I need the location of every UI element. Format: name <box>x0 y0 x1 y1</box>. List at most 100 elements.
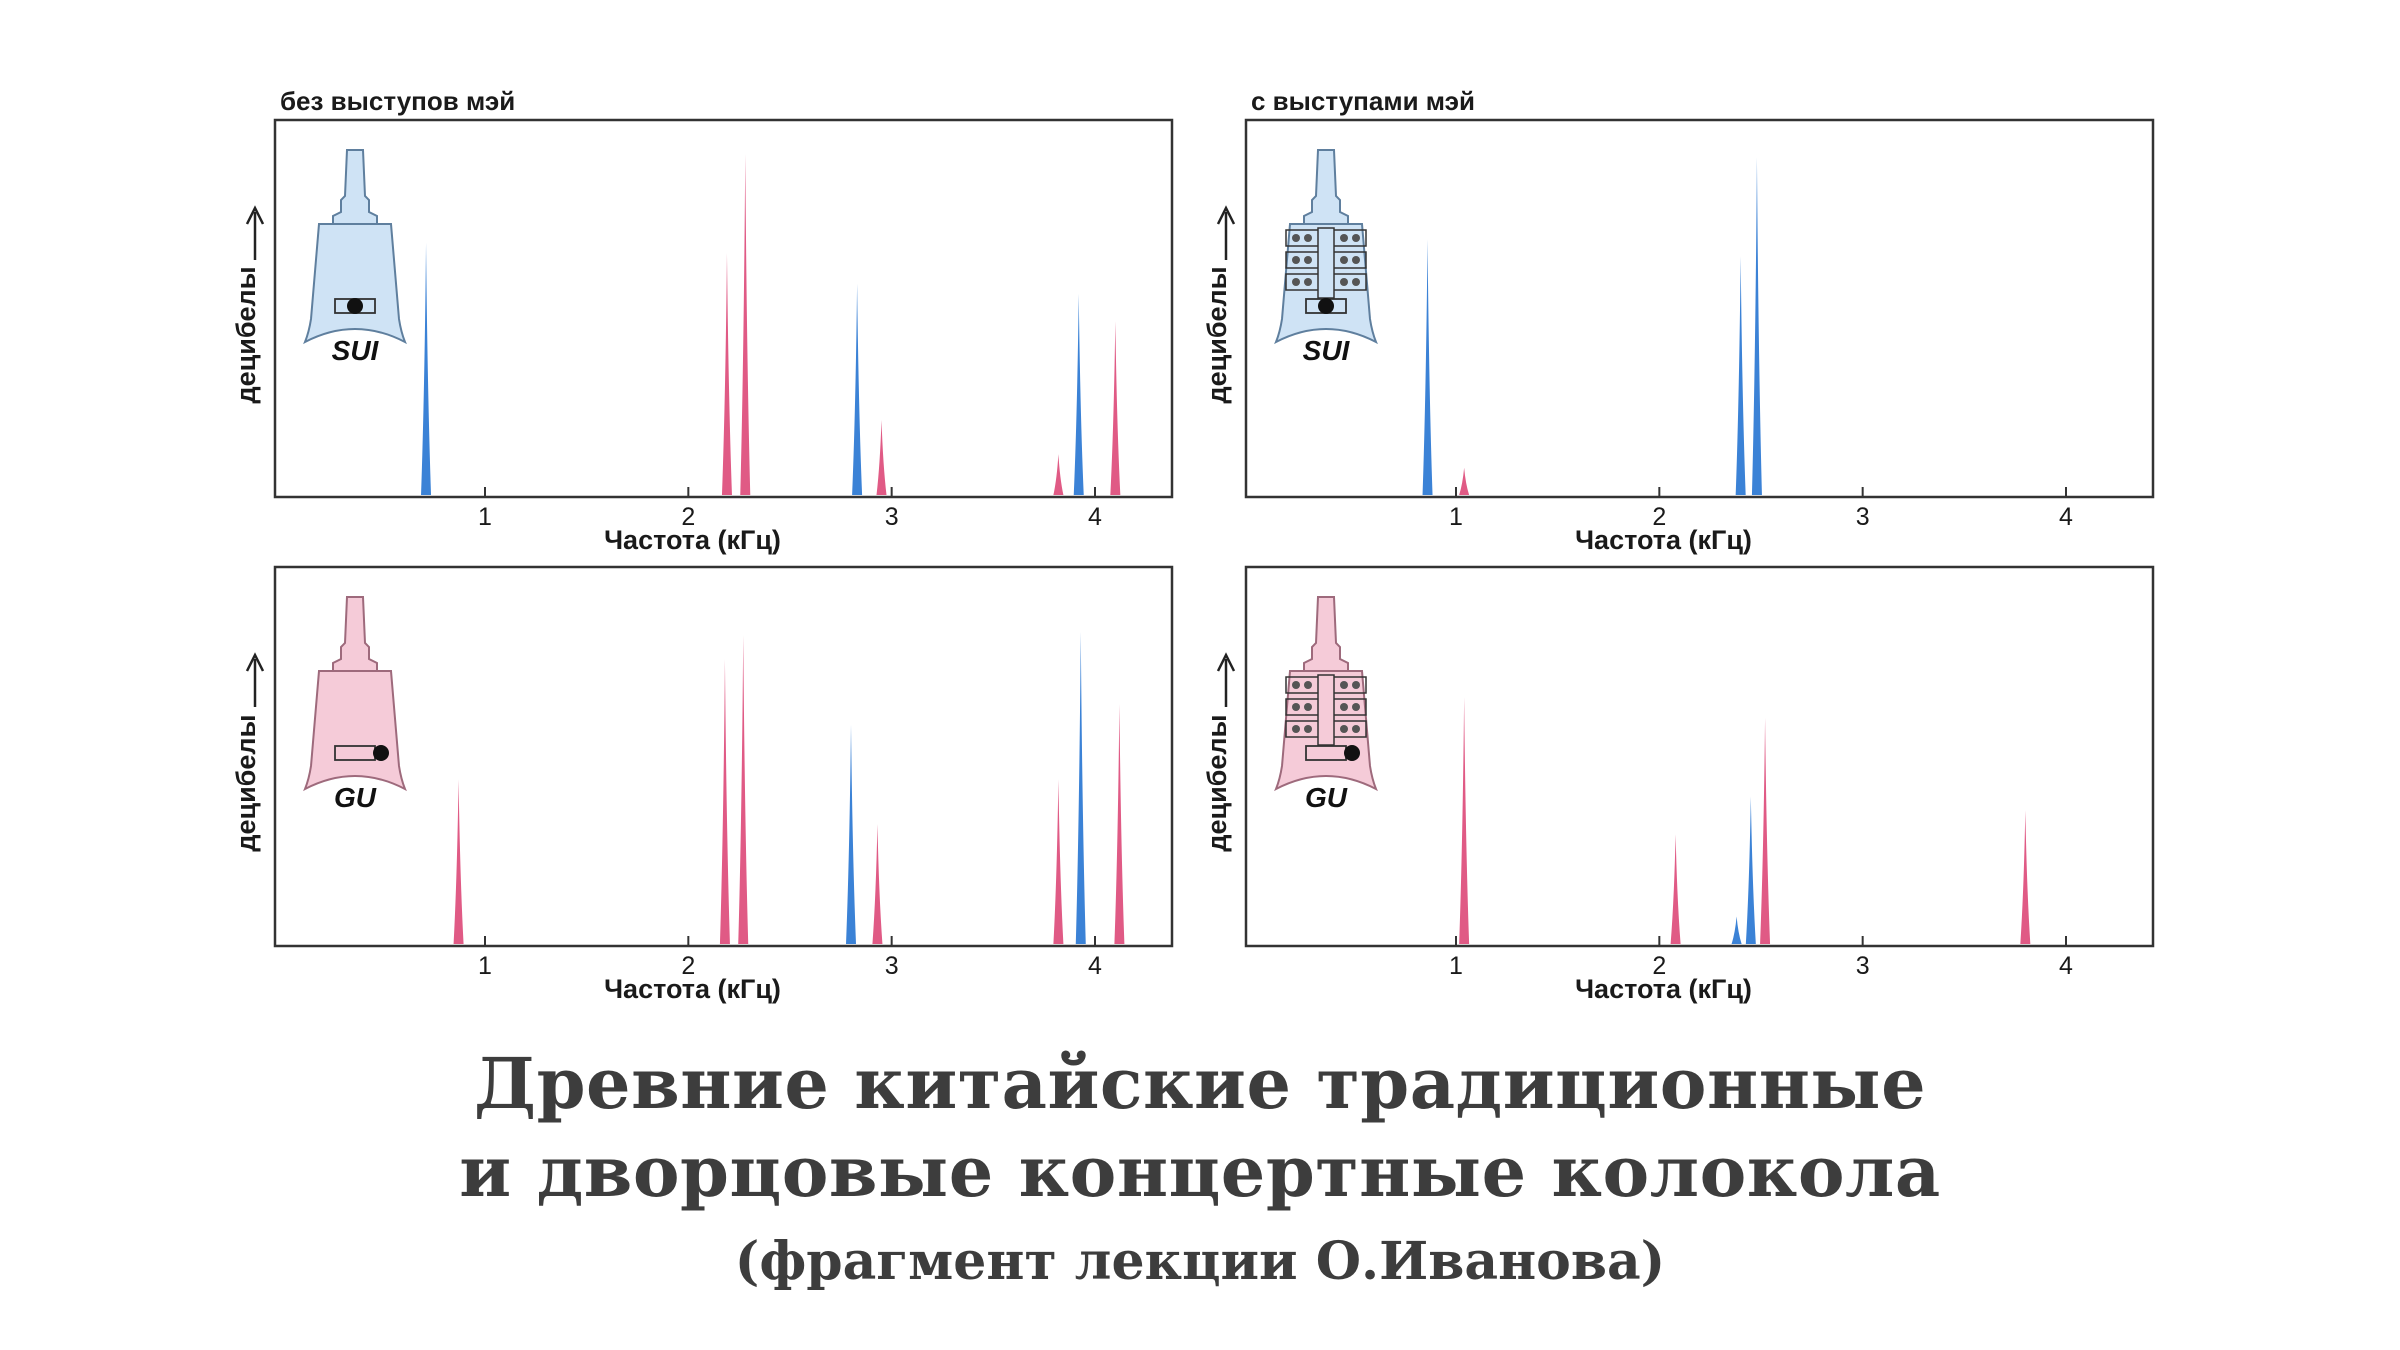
mei-stud <box>1292 703 1300 711</box>
caption-line-1: Древние китайские традиционные <box>473 1042 1927 1125</box>
chart-panel-bottom-left: 1 2 3 4 Частота (кГц) децибелы GU <box>231 565 1174 1004</box>
x-axis-label: Частота (кГц) <box>604 974 781 1004</box>
plot-frame <box>1244 118 2155 499</box>
mei-stud <box>1352 278 1360 286</box>
bell-stem-shape <box>332 596 378 672</box>
strike-point-dot <box>1344 745 1360 761</box>
mei-stud <box>1352 681 1360 689</box>
x-axis-label: Частота (кГц) <box>604 525 781 555</box>
bell-stem-shape <box>332 149 378 225</box>
y-axis-arrowhead <box>1216 652 1236 672</box>
mei-center-band <box>1317 227 1335 299</box>
y-axis-label: децибелы <box>231 266 261 403</box>
mei-stud <box>1340 703 1348 711</box>
y-axis-label: децибелы <box>1202 714 1232 851</box>
mei-stud <box>1304 725 1312 733</box>
x-tick-label: 1 <box>478 952 492 980</box>
mei-stud <box>1352 725 1360 733</box>
x-tick-label: 3 <box>1856 952 1870 980</box>
spectral-peak <box>453 779 464 944</box>
spectral-peak <box>1459 697 1470 944</box>
x-tick-label: 3 <box>885 952 899 980</box>
spectral-peak <box>738 635 749 944</box>
bell-body-shape <box>303 223 407 345</box>
mei-stud <box>1292 681 1300 689</box>
plot-frame <box>1244 565 2155 948</box>
x-tick-label: 4 <box>2059 503 2073 531</box>
spectral-peak <box>421 242 432 495</box>
x-tick-label: 1 <box>478 503 492 531</box>
x-tick-label: 1 <box>1449 503 1463 531</box>
x-tick-label: 2 <box>1652 503 1666 531</box>
spectral-peak <box>1053 779 1064 944</box>
mei-stud <box>1340 256 1348 264</box>
bell-label: GU <box>1305 782 1348 813</box>
plot-frame <box>273 118 1174 499</box>
mei-stud <box>1340 681 1348 689</box>
x-tick-label: 3 <box>885 503 899 531</box>
spectral-peak <box>1745 796 1756 944</box>
strike-point-dot <box>347 298 363 314</box>
bell-label: SUI <box>332 335 380 366</box>
spectral-peak <box>1735 256 1746 495</box>
caption: Древние китайские традиционные и дворцов… <box>0 1040 2400 1302</box>
spectral-peak <box>846 724 856 944</box>
mei-stud <box>1292 256 1300 264</box>
mei-stud <box>1352 234 1360 242</box>
spectral-peak <box>719 659 730 944</box>
panel-title: без выступов мэй <box>280 86 515 116</box>
plot-frame <box>273 565 1174 948</box>
x-tick-label: 2 <box>681 503 695 531</box>
x-tick-label: 1 <box>1449 952 1463 980</box>
spectrum-charts: без выступов мэй 1 2 3 4 Частота (кГц) децибел… <box>231 86 2155 1004</box>
y-axis-label: децибелы <box>231 714 261 851</box>
x-tick-label: 2 <box>1652 952 1666 980</box>
spectral-peak <box>852 283 863 495</box>
x-axis-label: Частота (кГц) <box>1575 974 1752 1004</box>
mei-stud <box>1292 725 1300 733</box>
mei-stud <box>1292 234 1300 242</box>
panel-title: с выступами мэй <box>1251 86 1475 116</box>
chart-panel-bottom-right: 1 2 3 4 Частота (кГц) децибелы GU <box>1202 565 2155 1004</box>
mei-stud <box>1304 703 1312 711</box>
x-tick-label: 2 <box>681 952 695 980</box>
spectral-peak <box>1053 454 1064 495</box>
bell-stem-shape <box>1303 149 1349 225</box>
bell-stem-shape <box>1303 596 1349 672</box>
bell-body-shape <box>303 670 407 792</box>
y-axis-arrowhead <box>245 205 265 225</box>
caption-subtitle: (фрагмент лекции О.Иванова) <box>734 1231 1666 1292</box>
x-tick-label: 4 <box>1088 952 1102 980</box>
chart-panel-top-left: без выступов мэй 1 2 3 4 Частота (кГц) децибел… <box>231 86 1174 555</box>
chart-panel-top-right: с выступами мэй 1 2 3 4 Частота (кГц) децибелы… <box>1202 86 2155 555</box>
mei-stud <box>1340 234 1348 242</box>
mei-stud <box>1352 256 1360 264</box>
mei-stud <box>1340 278 1348 286</box>
spectral-peak <box>2020 810 2031 944</box>
x-tick-label: 4 <box>1088 503 1102 531</box>
spectral-peak <box>1073 293 1084 495</box>
caption-line-2: и дворцовые концертные колокола <box>459 1130 1941 1213</box>
spectral-peak <box>1670 834 1681 944</box>
mei-stud <box>1352 703 1360 711</box>
spectral-peak <box>1459 467 1470 495</box>
strike-point-dot <box>373 745 389 761</box>
x-axis-label: Частота (кГц) <box>1575 525 1752 555</box>
y-axis-arrowhead <box>1216 205 1236 225</box>
spectral-peak <box>1760 717 1771 944</box>
mei-stud <box>1292 278 1300 286</box>
spectral-peak <box>721 252 732 495</box>
mei-stud <box>1304 234 1312 242</box>
mei-center-band <box>1317 674 1335 746</box>
mei-stud <box>1304 681 1312 689</box>
spectral-peak <box>1751 157 1762 495</box>
spectral-peak <box>740 154 751 495</box>
x-tick-label: 4 <box>2059 952 2073 980</box>
spectral-peak <box>1075 631 1086 944</box>
spectral-peak <box>1731 916 1742 944</box>
mei-stud <box>1304 256 1312 264</box>
spectral-peak <box>1422 239 1433 495</box>
y-axis-label: децибелы <box>1202 266 1232 403</box>
spectral-peak <box>876 419 887 495</box>
mei-stud <box>1340 725 1348 733</box>
